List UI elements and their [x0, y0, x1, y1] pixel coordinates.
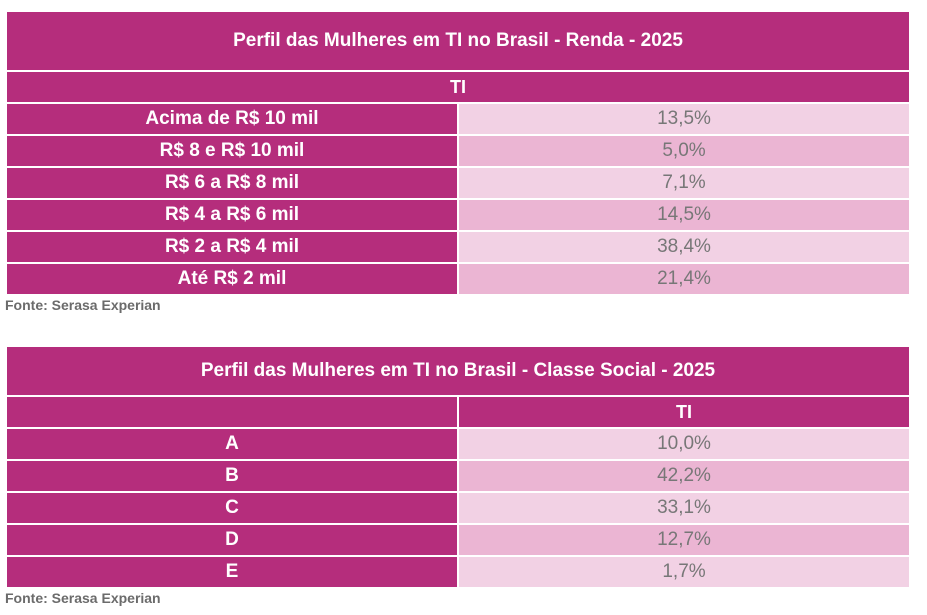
social-class-source-note: Fonte: Serasa Experian — [5, 590, 161, 606]
row-value: 10,0% — [457, 427, 911, 461]
row-value: 38,4% — [457, 230, 911, 264]
table-row: R$ 8 e R$ 10 mil 5,0% — [5, 134, 911, 168]
table-row: Até R$ 2 mil 21,4% — [5, 262, 911, 296]
income-table-block: Perfil das Mulheres em TI no Brasil - Re… — [5, 10, 911, 296]
table-row: Acima de R$ 10 mil 13,5% — [5, 102, 911, 136]
row-label: R$ 2 a R$ 4 mil — [5, 230, 459, 264]
row-label: R$ 4 a R$ 6 mil — [5, 198, 459, 232]
income-source-note: Fonte: Serasa Experian — [5, 297, 161, 313]
row-label: E — [5, 555, 459, 589]
row-label: A — [5, 427, 459, 461]
table-row: D 12,7% — [5, 523, 911, 557]
table-row: E 1,7% — [5, 555, 911, 589]
row-value: 13,5% — [457, 102, 911, 136]
row-value: 33,1% — [457, 491, 911, 525]
table-row: B 42,2% — [5, 459, 911, 493]
social-class-column-header: TI — [457, 395, 911, 429]
row-label: Acima de R$ 10 mil — [5, 102, 459, 136]
income-column-header: TI — [5, 70, 911, 104]
row-value: 1,7% — [457, 555, 911, 589]
social-class-header-blank — [5, 395, 459, 429]
table-row: A 10,0% — [5, 427, 911, 461]
social-class-table: Perfil das Mulheres em TI no Brasil - Cl… — [5, 345, 911, 589]
row-label: B — [5, 459, 459, 493]
row-value: 21,4% — [457, 262, 911, 296]
income-table: Perfil das Mulheres em TI no Brasil - Re… — [5, 10, 911, 296]
table-row: R$ 2 a R$ 4 mil 38,4% — [5, 230, 911, 264]
row-label: R$ 8 e R$ 10 mil — [5, 134, 459, 168]
row-label: D — [5, 523, 459, 557]
social-class-table-title: Perfil das Mulheres em TI no Brasil - Cl… — [5, 345, 911, 397]
row-value: 7,1% — [457, 166, 911, 200]
social-class-table-block: Perfil das Mulheres em TI no Brasil - Cl… — [5, 345, 911, 589]
row-value: 14,5% — [457, 198, 911, 232]
table-row: R$ 4 a R$ 6 mil 14,5% — [5, 198, 911, 232]
row-value: 5,0% — [457, 134, 911, 168]
row-label: C — [5, 491, 459, 525]
row-value: 42,2% — [457, 459, 911, 493]
table-row: C 33,1% — [5, 491, 911, 525]
row-label: R$ 6 a R$ 8 mil — [5, 166, 459, 200]
table-row: R$ 6 a R$ 8 mil 7,1% — [5, 166, 911, 200]
row-label: Até R$ 2 mil — [5, 262, 459, 296]
income-table-title: Perfil das Mulheres em TI no Brasil - Re… — [5, 10, 911, 72]
row-value: 12,7% — [457, 523, 911, 557]
